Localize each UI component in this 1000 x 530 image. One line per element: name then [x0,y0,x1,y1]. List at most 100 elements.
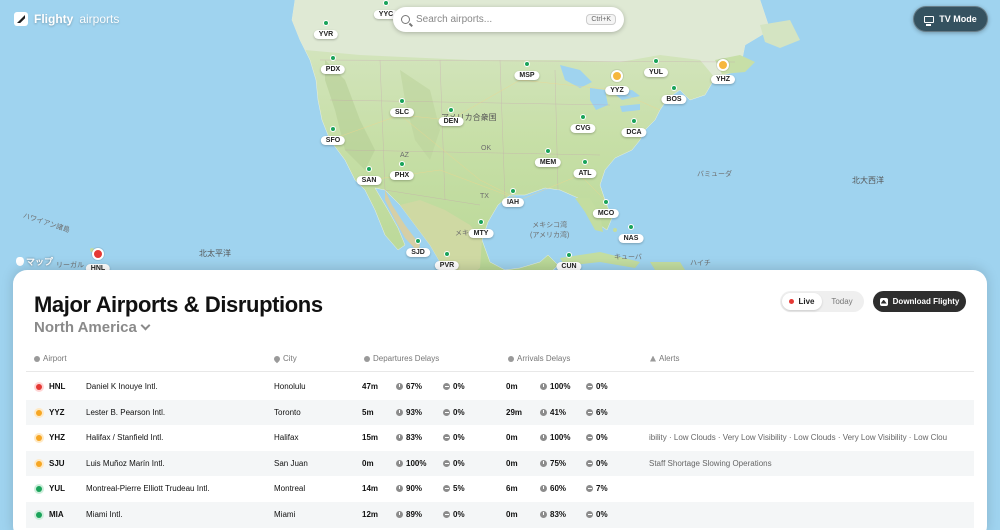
clock-icon [540,383,547,390]
departure-delay-time: 5m [362,407,374,417]
arrivals-icon [508,355,514,362]
live-today-toggle[interactable]: Live Today [780,291,864,312]
airport-code: YHZ [49,433,65,443]
search-input[interactable] [416,14,581,25]
tv-mode-label: TV Mode [939,14,977,24]
cancelled-icon [443,408,450,416]
table-row[interactable]: YHZ Halifax / Stanfield Intl. Halifax 15m 83… [26,425,974,451]
departure-ontime-pct: 90% [406,484,423,494]
departure-ontime-pct: 89% [406,509,423,519]
departure-delay-time: 0m [362,458,374,468]
col-alerts[interactable]: Alerts [650,354,679,363]
map-label-bermuda: バミューダ [697,171,732,178]
clock-icon [396,408,403,416]
maps-attribution-label: マップ [26,257,54,267]
departure-delay-time: 14m [362,484,379,494]
toggle-today-label: Today [831,297,853,306]
table-row[interactable]: HNL Daniel K Inouye Intl. Honolulu 47m 67% 0%… [26,374,974,400]
departure-delay-time: 47m [362,382,379,391]
cancelled-icon [443,434,450,442]
table-header: Airport City Departures Delays Arrivals … [26,350,974,372]
cancelled-icon [443,459,450,467]
alerts-text: ibility · Low Clouds · Very Low Visibili… [649,433,948,443]
arrival-delay-time: 0m [506,509,518,519]
clock-icon [396,459,403,467]
departure-cancelled-pct: 0% [453,509,465,519]
arrival-ontime-pct: 75% [550,458,567,468]
arrival-ontime: 100% [540,433,570,442]
arrival-cancelled: 0% [586,382,608,391]
arrival-delay-time: 0m [506,382,518,391]
table-row[interactable]: YYZ Lester B. Pearson Intl. Toronto 5m 93% 0%… [26,399,974,426]
departure-ontime-pct: 100% [406,458,427,468]
search-bar[interactable]: Ctrl+K [393,7,624,32]
search-icon [401,15,410,24]
brand-name: Flighty [34,12,74,26]
status-dot-icon [36,486,42,493]
flighty-logo-icon [14,12,28,26]
arrival-ontime-pct: 100% [550,382,571,391]
departures-icon [364,355,370,362]
table-row[interactable]: SJU Luis Muñoz Marín Intl. San Juan 0m 100% 0… [26,450,974,477]
clock-icon [396,485,403,493]
departure-cancelled: 5% [443,484,465,493]
arrival-cancelled: 0% [586,510,608,519]
col-airport-label: Airport [43,354,67,363]
clock-icon [540,510,547,518]
departure-ontime-pct: 83% [406,433,423,443]
arrival-cancelled-pct: 0% [596,433,608,443]
alerts-text: Staff Shortage Slowing Operations [649,458,772,468]
col-arrivals[interactable]: Arrivals Delays [508,354,570,363]
col-alerts-label: Alerts [659,354,680,363]
clock-icon [540,434,547,442]
departure-cancelled: 0% [443,433,465,442]
arrival-ontime: 75% [540,459,566,468]
brand[interactable]: Flighty airports [14,12,119,26]
arrival-ontime-pct: 41% [550,407,567,417]
brand-sub: airports [79,12,120,26]
arrival-cancelled: 6% [586,408,608,417]
arrival-ontime: 41% [540,408,566,417]
map-label-haiti: ハイチ [690,260,711,267]
airport-city: Halifax [274,433,299,443]
map-label-az: AZ [400,152,409,159]
cancelled-icon [586,510,593,518]
col-city[interactable]: City [272,354,297,363]
map-label-cuba: キューバ [614,254,642,261]
arrival-cancelled: 7% [586,484,608,493]
arrival-cancelled: 0% [586,459,608,468]
departure-cancelled-pct: 0% [453,433,465,443]
airport-code: YUL [49,484,65,494]
clock-icon [540,485,547,493]
airport-code: MIA [49,509,64,519]
download-flighty-button[interactable]: Download Flighty [873,291,966,312]
cancelled-icon [443,485,450,493]
map-label-ok: OK [481,145,492,152]
arrival-ontime: 100% [540,382,570,391]
status-dot-icon [36,511,42,518]
download-label: Download Flighty [892,297,960,306]
clock-icon [540,459,547,467]
departure-ontime: 67% [396,382,422,391]
app-store-icon [879,297,888,306]
table-row[interactable]: YUL Montreal-Pierre Elliott Trudeau Intl.… [26,476,974,502]
arrival-delay-time: 29m [506,407,523,417]
arrival-cancelled-pct: 0% [596,382,608,391]
chevron-down-icon [140,320,151,331]
airport-code: YYZ [49,407,65,417]
departure-cancelled-pct: 0% [453,407,465,417]
toggle-live[interactable]: Live [782,293,822,310]
col-airport[interactable]: Airport [34,354,67,363]
region-selector[interactable]: North America [34,319,151,336]
departure-ontime-pct: 67% [406,382,423,391]
status-dot-icon [36,435,42,442]
departure-delay-time: 12m [362,509,379,519]
table-row[interactable]: MIA Miami Intl. Miami 12m 89% 0% 0m 83% 0% [26,501,974,528]
departure-ontime-pct: 93% [406,407,423,417]
arrival-ontime: 83% [540,510,566,519]
airport-city: Montreal [274,484,306,494]
col-departures[interactable]: Departures Delays [364,354,439,363]
toggle-today[interactable]: Today [822,293,862,310]
tv-mode-button[interactable]: TV Mode [913,6,988,32]
